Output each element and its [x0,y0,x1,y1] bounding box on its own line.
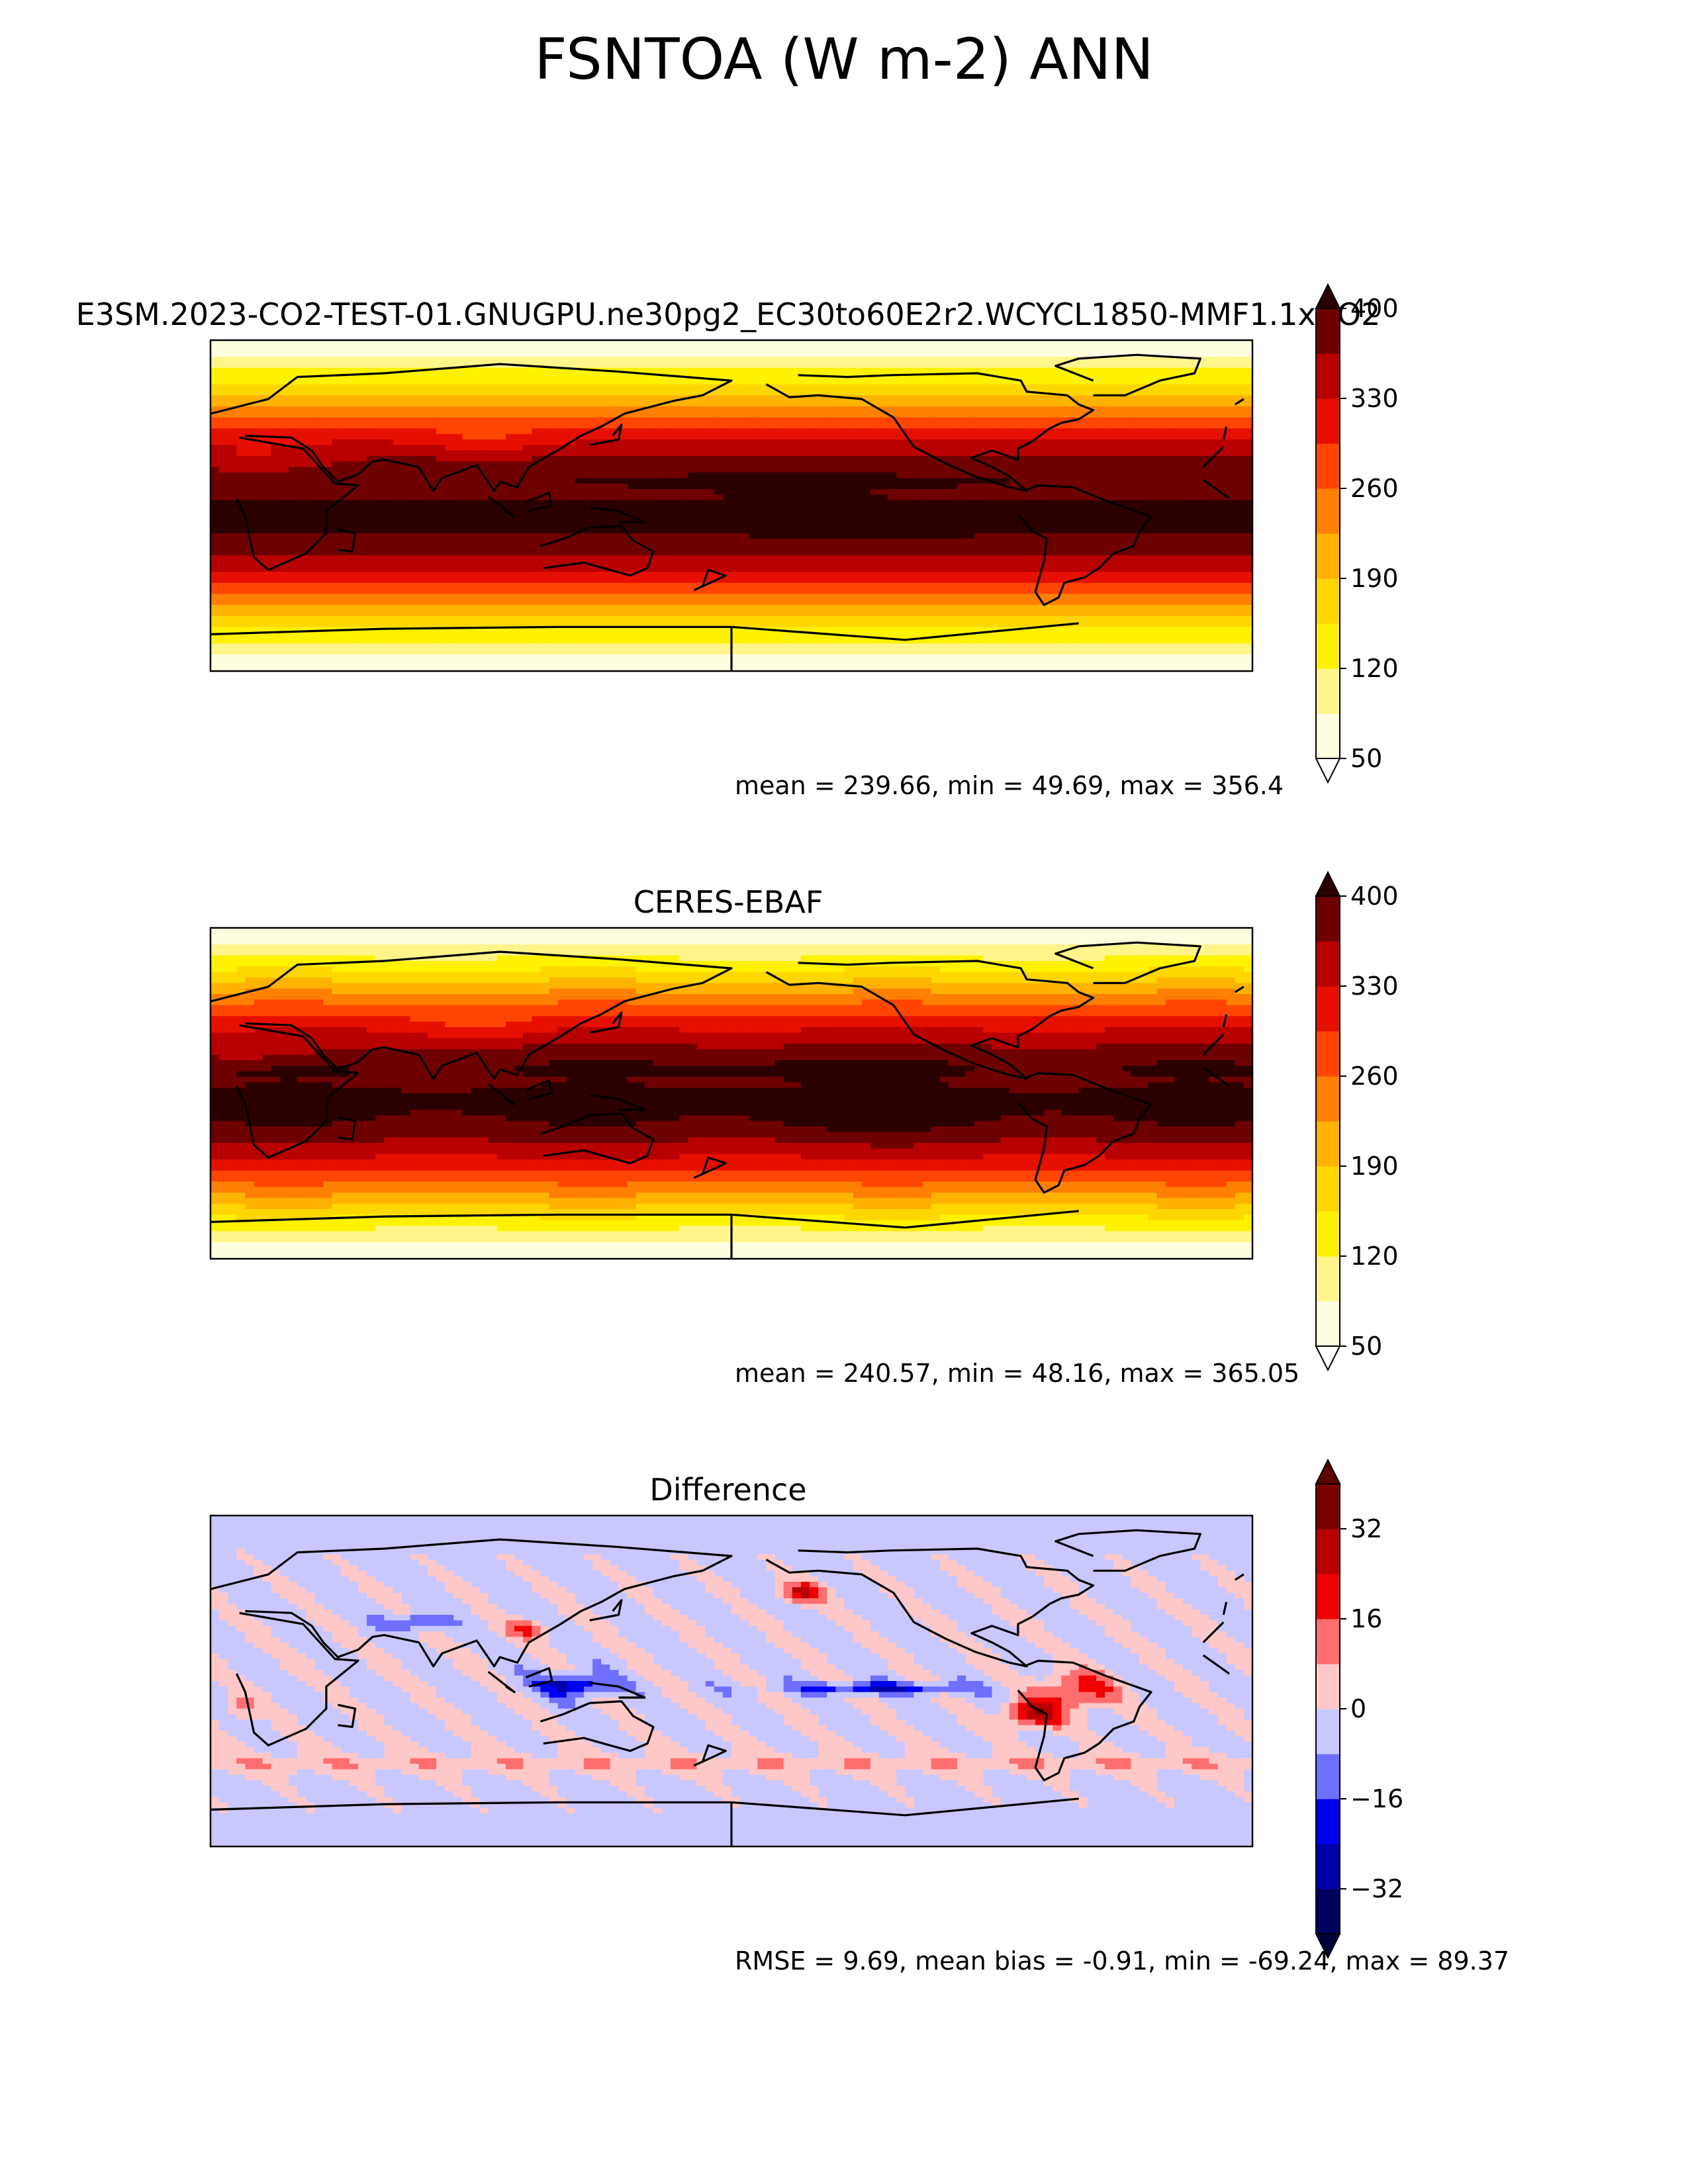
map-panel-1 [209,339,1254,672]
map-field-2 [211,928,1252,1259]
colorbar-tick-label: 330 [1350,972,1399,1001]
colorbar-tick-label: 16 [1350,1604,1382,1633]
colorbar-segment [1316,1664,1340,1709]
colorbar-tick-label: 32 [1350,1514,1382,1543]
colorbar-segment [1316,353,1340,399]
colorbar-segment [1316,1076,1340,1122]
colorbar-tick-label: 120 [1350,1242,1399,1271]
colorbar-segment [1316,668,1340,714]
colorbar-segment [1316,1529,1340,1574]
colorbar-segment [1316,713,1340,759]
colorbar-segment [1316,443,1340,489]
map-panel-2 [209,927,1254,1260]
colorbar-extend-min [1315,1345,1341,1372]
colorbar-tick-label: 400 [1350,882,1399,911]
colorbar-segment [1316,896,1340,942]
colorbar-tick-label: 190 [1350,1152,1399,1181]
colorbar-extend-max [1315,870,1341,897]
colorbar-1: 400 330 260 190 120 50 [1315,283,1399,784]
panel-3-stats: RMSE = 9.69, mean bias = -0.91, min = -6… [735,1946,1509,1976]
colorbar-segment [1316,623,1340,669]
colorbar-segment [1316,1754,1340,1799]
colorbar-tick-label: 50 [1350,1332,1382,1361]
colorbar-frame [1315,308,1340,759]
colorbar-segment [1316,1619,1340,1664]
colorbar-segment [1316,488,1340,534]
figure-title: FSNTOA (W m-2) ANN [0,26,1688,93]
colorbar-segment [1316,1031,1340,1077]
map-frame-1 [209,339,1254,672]
map-field-1 [211,340,1252,671]
colorbar-segment [1316,1844,1340,1889]
colorbar-extend-max [1315,1458,1341,1484]
colorbar-segment [1316,1256,1340,1302]
colorbar-tick-label: −32 [1350,1874,1403,1903]
colorbar-segment [1316,1889,1340,1934]
panel-2-stats: mean = 240.57, min = 48.16, max = 365.05 [735,1359,1299,1388]
colorbar-segment [1316,1301,1340,1347]
colorbar-extend-max [1315,283,1341,309]
colorbar-extend-min [1315,758,1341,784]
colorbar-segment [1316,1121,1340,1167]
colorbar-extend-min [1315,1933,1341,1960]
colorbar-segment [1316,308,1340,354]
colorbar-segment [1316,578,1340,624]
map-frame-2 [209,927,1254,1260]
map-panel-3 [209,1514,1254,1848]
colorbar-frame [1315,895,1340,1347]
colorbar-2: 400 330 260 190 120 50 [1315,870,1399,1372]
colorbar-3: 32 16 0 −16 −32 [1315,1458,1403,1960]
map-field-3 [211,1516,1252,1846]
panel-2-title: CERES-EBAF [199,884,1258,920]
colorbar-segment [1316,1166,1340,1212]
map-frame-3 [209,1514,1254,1848]
colorbar-segment [1316,1484,1340,1529]
colorbar-segment [1316,986,1340,1032]
colorbar-segment [1316,533,1340,579]
colorbar-tick-label: 260 [1350,1062,1399,1091]
colorbar-tick-label: 0 [1350,1694,1366,1723]
colorbar-tick-label: 260 [1350,474,1399,503]
colorbar-tick-label: −16 [1350,1784,1403,1813]
colorbar-segment [1316,1211,1340,1257]
colorbar-segment [1316,1709,1340,1754]
colorbar-tick-label: 50 [1350,744,1382,773]
colorbar-segment [1316,1574,1340,1619]
colorbar-tick-label: 190 [1350,564,1399,593]
colorbar-segment [1316,941,1340,987]
colorbar-tick-label: 330 [1350,384,1399,413]
panel-1-stats: mean = 239.66, min = 49.69, max = 356.4 [735,771,1284,800]
colorbar-segment [1316,1799,1340,1844]
panel-1-title: E3SM.2023-CO2-TEST-01.GNUGPU.ne30pg2_EC3… [20,296,1436,332]
colorbar-tick-label: 120 [1350,654,1399,683]
colorbar-segment [1316,398,1340,444]
panel-3-title: Difference [199,1472,1258,1508]
colorbar-tick-label: 400 [1350,294,1399,323]
